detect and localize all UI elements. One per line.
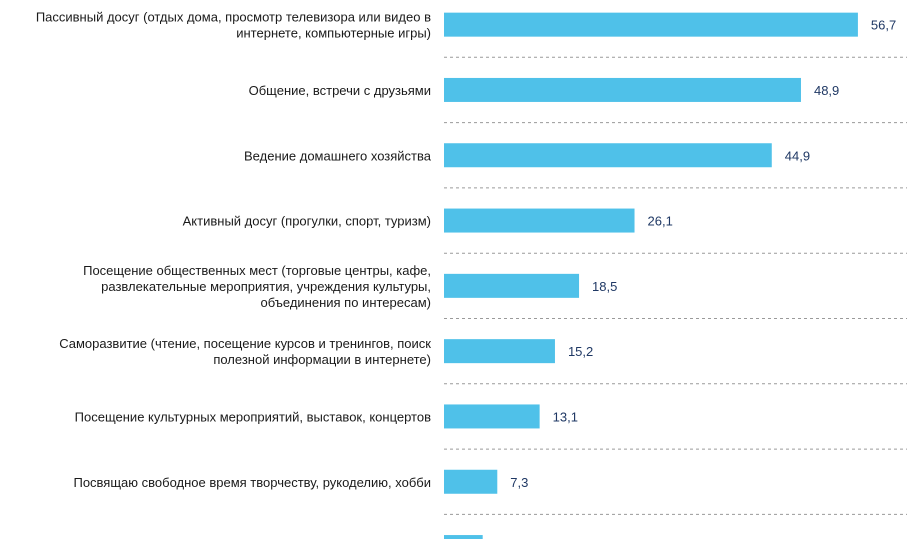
category-label-line: полезной информации в интернете): [213, 352, 431, 367]
value-label: 18,5: [592, 279, 617, 294]
bar: [444, 339, 555, 364]
category-label: Ведение домашнего хозяйства: [244, 148, 432, 163]
category-label: Общение, встречи с друзьями: [249, 83, 431, 98]
category-label: Саморазвитие (чтение, посещение курсов и…: [59, 336, 431, 367]
category-label: Посещение культурных мероприятий, выстав…: [75, 409, 431, 424]
bar: [444, 143, 772, 168]
bar: [444, 469, 498, 494]
category-label-line: Посещение культурных мероприятий, выстав…: [75, 409, 431, 424]
category-label: Посвящаю свободное время творчеству, рук…: [73, 475, 431, 490]
value-label: 26,1: [648, 214, 673, 229]
category-labels: Пассивный досуг (отдых дома, просмотр те…: [36, 10, 432, 490]
category-label-line: Посещение общественных мест (торговые це…: [83, 263, 431, 278]
category-label-line: развлекательные мероприятия, учреждения …: [101, 279, 431, 294]
bar: [444, 404, 540, 429]
category-label-line: Саморазвитие (чтение, посещение курсов и…: [59, 336, 431, 351]
bar: [444, 12, 858, 37]
value-label: 48,9: [814, 83, 839, 98]
bars-group: [444, 12, 858, 539]
value-labels: 56,748,944,926,118,515,213,17,35,3: [510, 18, 896, 490]
category-label: Пассивный досуг (отдых дома, просмотр те…: [36, 10, 431, 41]
row-separators: [444, 56, 907, 515]
category-label-line: Ведение домашнего хозяйства: [244, 148, 432, 163]
value-label: 44,9: [785, 148, 810, 163]
category-label: Активный досуг (прогулки, спорт, туризм): [183, 214, 431, 229]
category-label-line: Активный досуг (прогулки, спорт, туризм): [183, 214, 431, 229]
value-label: 15,2: [568, 344, 593, 359]
value-label: 13,1: [553, 409, 578, 424]
bar: [444, 208, 635, 233]
category-label-line: интернете, компьютерные игры): [236, 26, 431, 41]
bar: [444, 535, 483, 539]
category-label: Посещение общественных мест (торговые це…: [83, 263, 431, 310]
bar: [444, 273, 580, 298]
value-label: 56,7: [871, 18, 896, 33]
category-label-line: объединения по интересам): [261, 295, 431, 310]
category-label-line: Посвящаю свободное время творчеству, рук…: [73, 475, 431, 490]
category-label-line: Пассивный досуг (отдых дома, просмотр те…: [36, 10, 431, 25]
bar: [444, 77, 801, 102]
value-label: 7,3: [510, 475, 528, 490]
category-label-line: Общение, встречи с друзьями: [249, 83, 431, 98]
